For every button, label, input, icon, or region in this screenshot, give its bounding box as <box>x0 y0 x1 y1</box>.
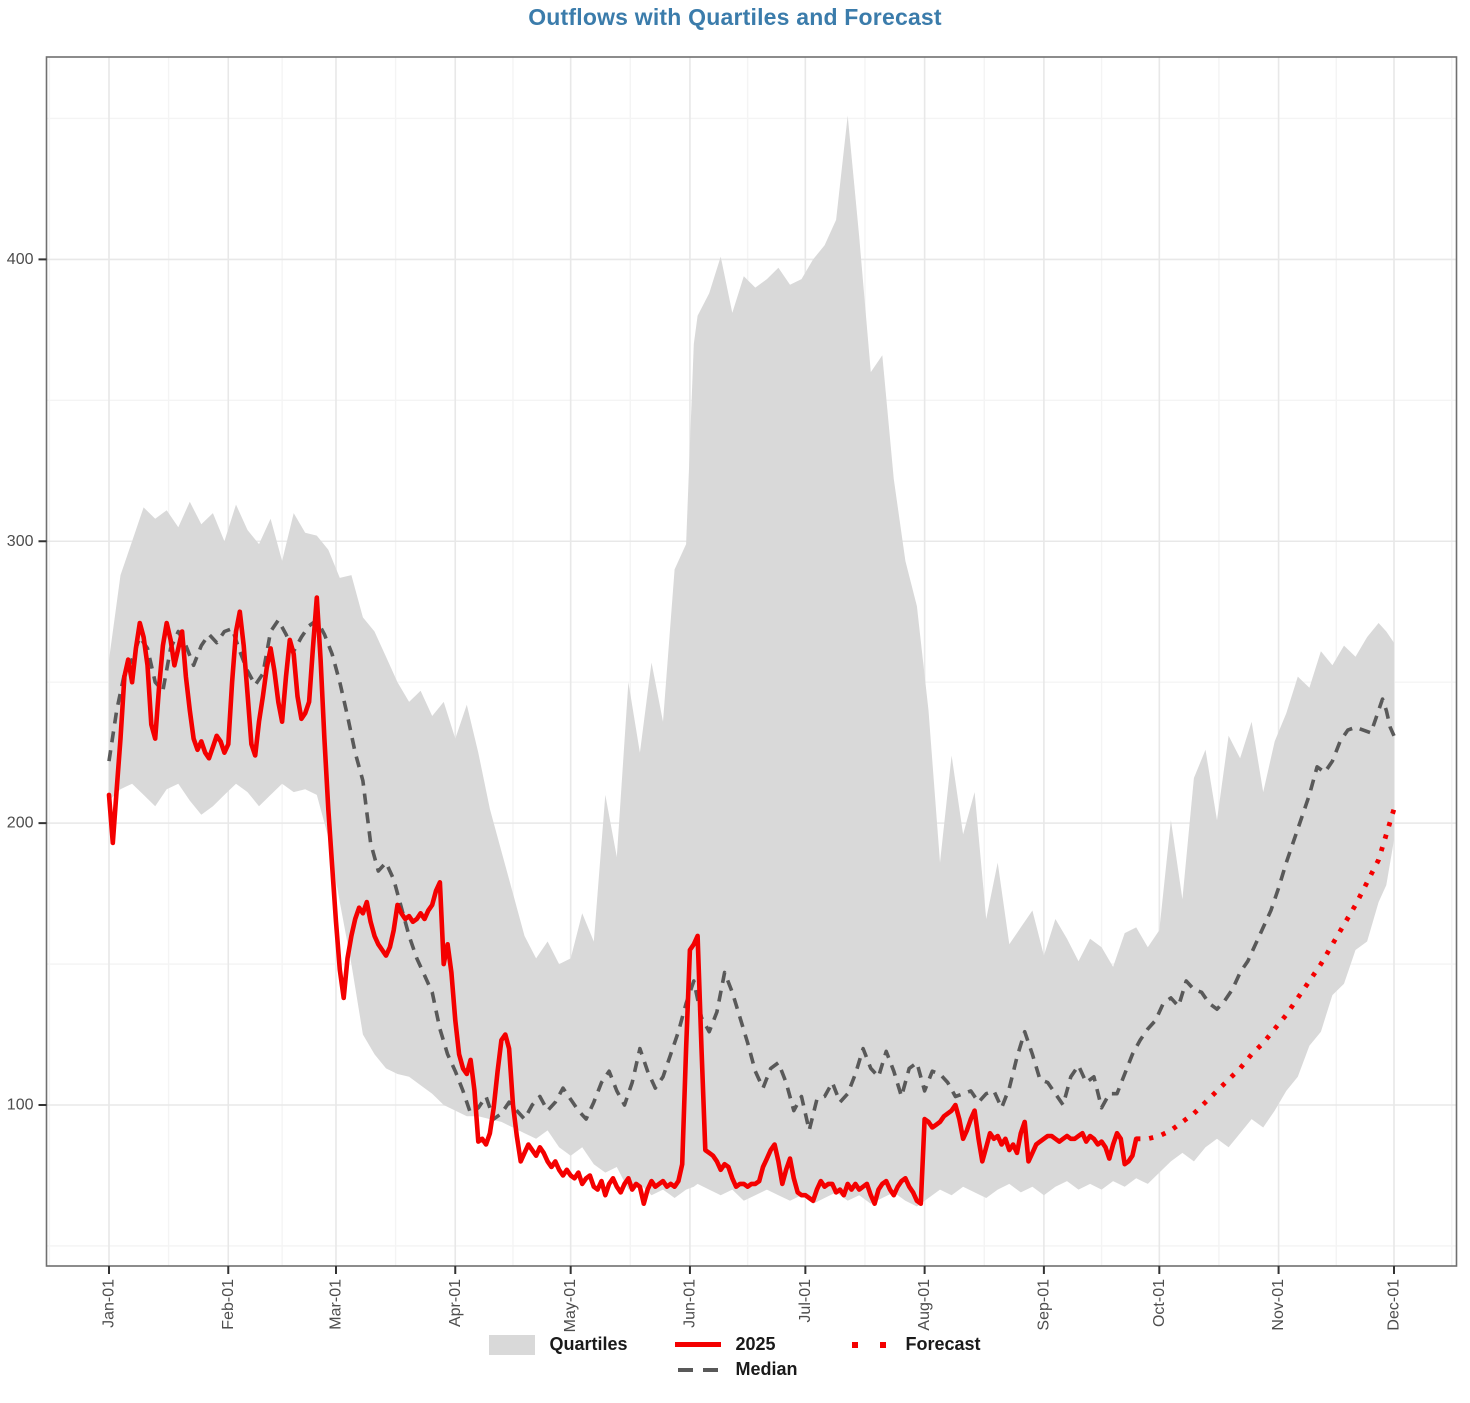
x-tick-label: Oct-01 <box>1151 1279 1168 1327</box>
chart-legend: Quartiles 2025 Forecast Median <box>0 1334 1470 1380</box>
x-tick-label: Dec-01 <box>1385 1279 1402 1331</box>
x-tick-label: Aug-01 <box>916 1279 933 1331</box>
solid-line-swatch <box>675 1335 722 1355</box>
x-tick-label: Jul-01 <box>797 1279 814 1323</box>
quartiles-band <box>109 115 1394 1207</box>
legend-label-median: Median <box>735 1359 798 1379</box>
x-tick-label: Nov-01 <box>1270 1279 1287 1331</box>
quartiles-band-swatch <box>489 1334 536 1355</box>
y-tick-label: 200 <box>7 815 34 832</box>
chart-title: Outflows with Quartiles and Forecast <box>528 4 942 30</box>
legend-grid: Quartiles 2025 Forecast Median <box>489 1334 981 1380</box>
x-tick-label: Sep-01 <box>1035 1279 1052 1331</box>
dashed-line-swatch <box>675 1360 721 1380</box>
legend-label-quartiles: Quartiles <box>549 1334 628 1354</box>
legend-item-2025: 2025 <box>675 1334 797 1355</box>
legend-item-quartiles: Quartiles <box>489 1334 627 1355</box>
x-tick-label: Apr-01 <box>447 1279 464 1327</box>
forecast-line <box>1136 808 1397 1142</box>
legend-label-forecast: Forecast <box>905 1334 981 1354</box>
x-tick-label: May-01 <box>562 1279 579 1332</box>
y-tick-label: 400 <box>7 251 34 268</box>
y-tick-label: 100 <box>7 1097 34 1114</box>
axes: Jan-01 Feb-01 Mar-01 Apr-01 May-01 Jun-01 Jul-… <box>7 251 1403 1332</box>
x-tick-label: Feb-01 <box>220 1279 237 1330</box>
legend-item-median: Median <box>675 1359 798 1380</box>
median-line <box>107 618 1396 1133</box>
legend-label-2025: 2025 <box>735 1334 776 1354</box>
x-tick-label: Mar-01 <box>327 1279 344 1330</box>
x-tick-label: Jun-01 <box>681 1279 698 1328</box>
dotted-line-swatch <box>846 1335 892 1355</box>
y-tick-label: 300 <box>7 533 34 550</box>
legend-item-forecast: Forecast <box>846 1334 981 1355</box>
line-2025 <box>106 595 1139 1206</box>
x-tick-label: Jan-01 <box>101 1279 118 1328</box>
panel-border <box>45 56 1458 1267</box>
